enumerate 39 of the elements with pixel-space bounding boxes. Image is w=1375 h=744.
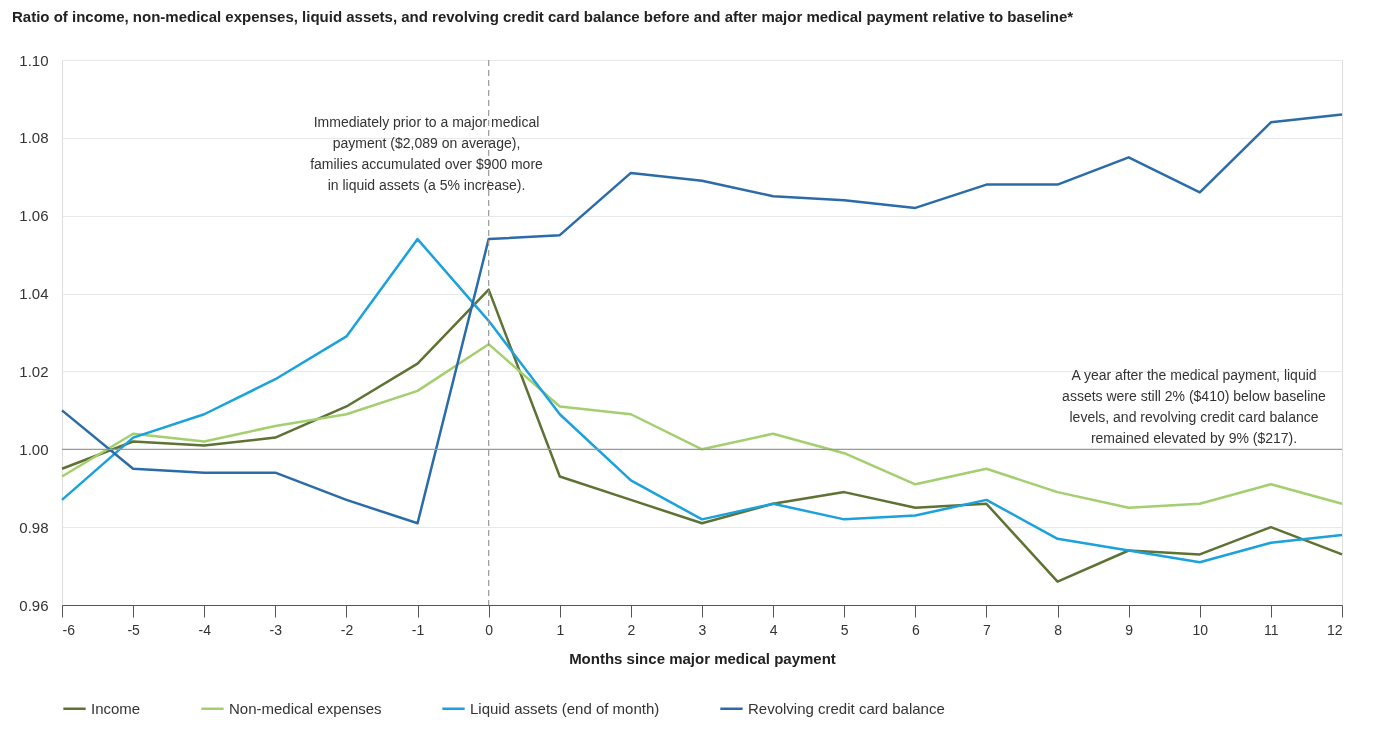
x-tick-label: 1 [556,621,565,638]
y-tick-label: 0.98 [19,518,49,536]
x-tick-label: 0 [485,621,494,638]
legend-label: Revolving credit card balance [748,699,945,717]
x-tick-label: 10 [1192,621,1209,638]
x-tick-label: 5 [840,621,849,638]
x-axis-title: Months since major medical payment [569,649,836,667]
y-tick-label: 1.08 [19,129,49,147]
x-tick-label: 6 [911,621,920,638]
x-tick-label: -3 [269,621,283,638]
line-series [60,288,1344,583]
x-tick-label: 3 [698,621,707,638]
annotation: A year after the medical payment, liquid assets were still 2% ($410) below baseline levels, and revolving credit card balance remained elevated by 9% ($217). [1062,366,1327,446]
x-tick-label: 12 [1326,621,1343,638]
legend-label: Liquid assets (end of month) [470,699,660,717]
line-series [60,237,1344,564]
x-tick-label: 4 [769,621,778,638]
y-tick-label: 1.00 [19,440,49,458]
y-tick-label: 1.04 [19,285,49,303]
x-tick-label: -5 [127,621,141,638]
chart-title: Ratio of income, non-medical expenses, liquid assets, and revolving credit card balance before and after major medical payment relative to baseline* [12,8,1074,25]
y-tick-label: 1.06 [19,207,49,225]
y-tick-label: 1.02 [19,362,49,380]
x-tick-label: 8 [1054,621,1063,638]
line-series [60,113,1344,525]
x-tick-label: 9 [1125,621,1134,638]
x-tick-label: -6 [62,621,76,638]
x-tick-label: -4 [198,621,212,638]
annotation: Immediately prior to a major medical payment ($2,089 on average), families accumulated over $900 more in liquid assets (a 5% increase). [310,113,544,193]
x-tick-label: -1 [411,621,425,638]
x-tick-label: 7 [983,621,992,638]
x-tick-label: 2 [627,621,636,638]
x-tick-label: -2 [340,621,354,638]
legend-label: Income [91,699,141,717]
y-tick-label: 0.96 [19,596,49,614]
line-series [60,342,1344,509]
x-tick-label: 11 [1264,621,1279,638]
legend-label: Non-medical expenses [229,699,382,717]
y-tick-label: 1.10 [19,51,49,69]
